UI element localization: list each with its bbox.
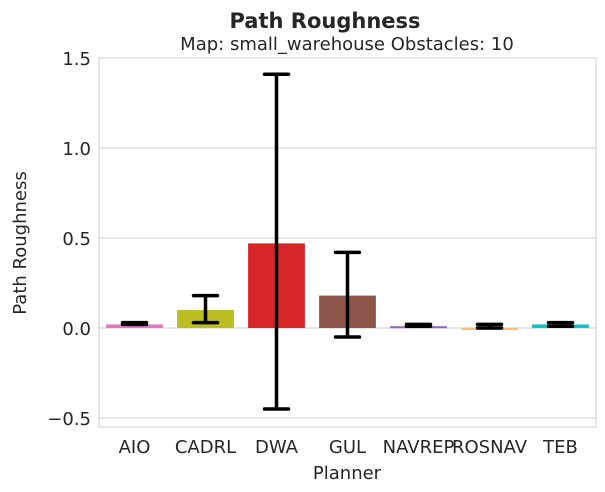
y-tick-label: 1.0 — [62, 139, 91, 160]
plot-area: −0.5 0.0 0.5 1.0 1.5 AIO CADRL DWA GUL NAVREPROSN… — [47, 49, 597, 458]
y-tick-label: 1.5 — [62, 49, 91, 70]
x-tick-label: GUL — [329, 437, 366, 458]
x-axis-label: Planner — [313, 463, 382, 484]
x-tick-label: ROSNAV — [452, 437, 528, 458]
bar-aio — [106, 324, 163, 328]
x-tick-label: NAVREP — [383, 437, 455, 458]
chart-subtitle: Map: small_warehouse Obstacles: 10 — [180, 34, 514, 55]
plot-frame — [98, 57, 597, 428]
x-tick-label: TEB — [542, 437, 578, 458]
y-tick-label: 0.0 — [62, 319, 91, 340]
y-axis-label: Path Roughness — [10, 171, 31, 314]
x-tick-label: AIO — [119, 437, 151, 458]
y-tick-label: −0.5 — [47, 409, 91, 430]
y-tick-label: 0.5 — [62, 229, 91, 250]
chart-title: Path Roughness — [229, 9, 420, 33]
x-tick-label: CADRL — [175, 437, 236, 458]
x-tick-label: DWA — [255, 437, 299, 458]
